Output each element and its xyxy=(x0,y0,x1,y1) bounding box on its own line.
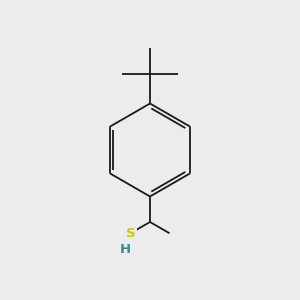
Text: S: S xyxy=(126,227,135,240)
Text: H: H xyxy=(120,243,131,256)
